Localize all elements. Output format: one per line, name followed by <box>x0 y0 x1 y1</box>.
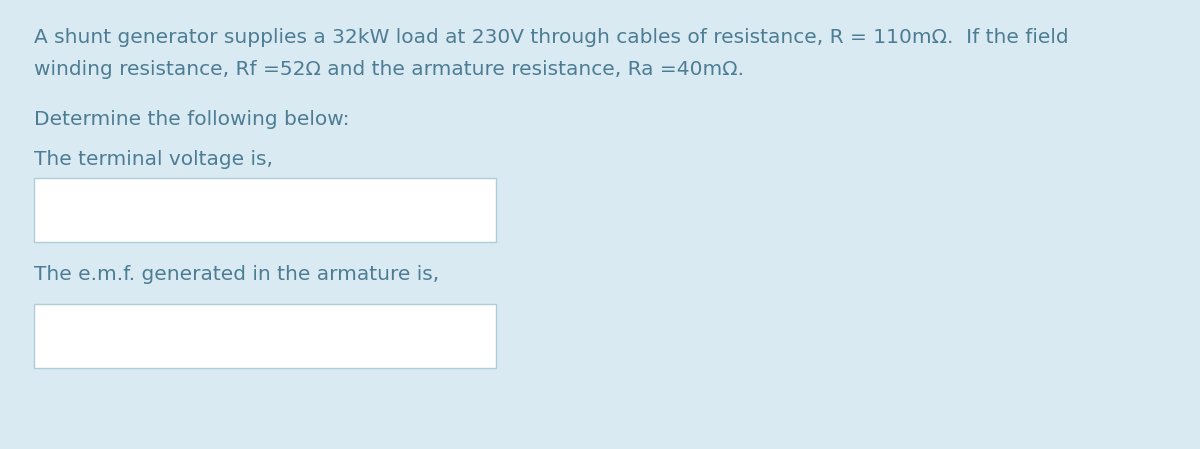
FancyBboxPatch shape <box>34 304 496 368</box>
Text: The e.m.f. generated in the armature is,: The e.m.f. generated in the armature is, <box>34 265 439 284</box>
Text: The terminal voltage is,: The terminal voltage is, <box>34 150 272 169</box>
Text: winding resistance, Rf =52Ω and the armature resistance, Ra =40mΩ.: winding resistance, Rf =52Ω and the arma… <box>34 60 744 79</box>
Text: Determine the following below:: Determine the following below: <box>34 110 349 129</box>
Text: A shunt generator supplies a 32kW load at 230V through cables of resistance, R =: A shunt generator supplies a 32kW load a… <box>34 28 1068 47</box>
FancyBboxPatch shape <box>34 178 496 242</box>
